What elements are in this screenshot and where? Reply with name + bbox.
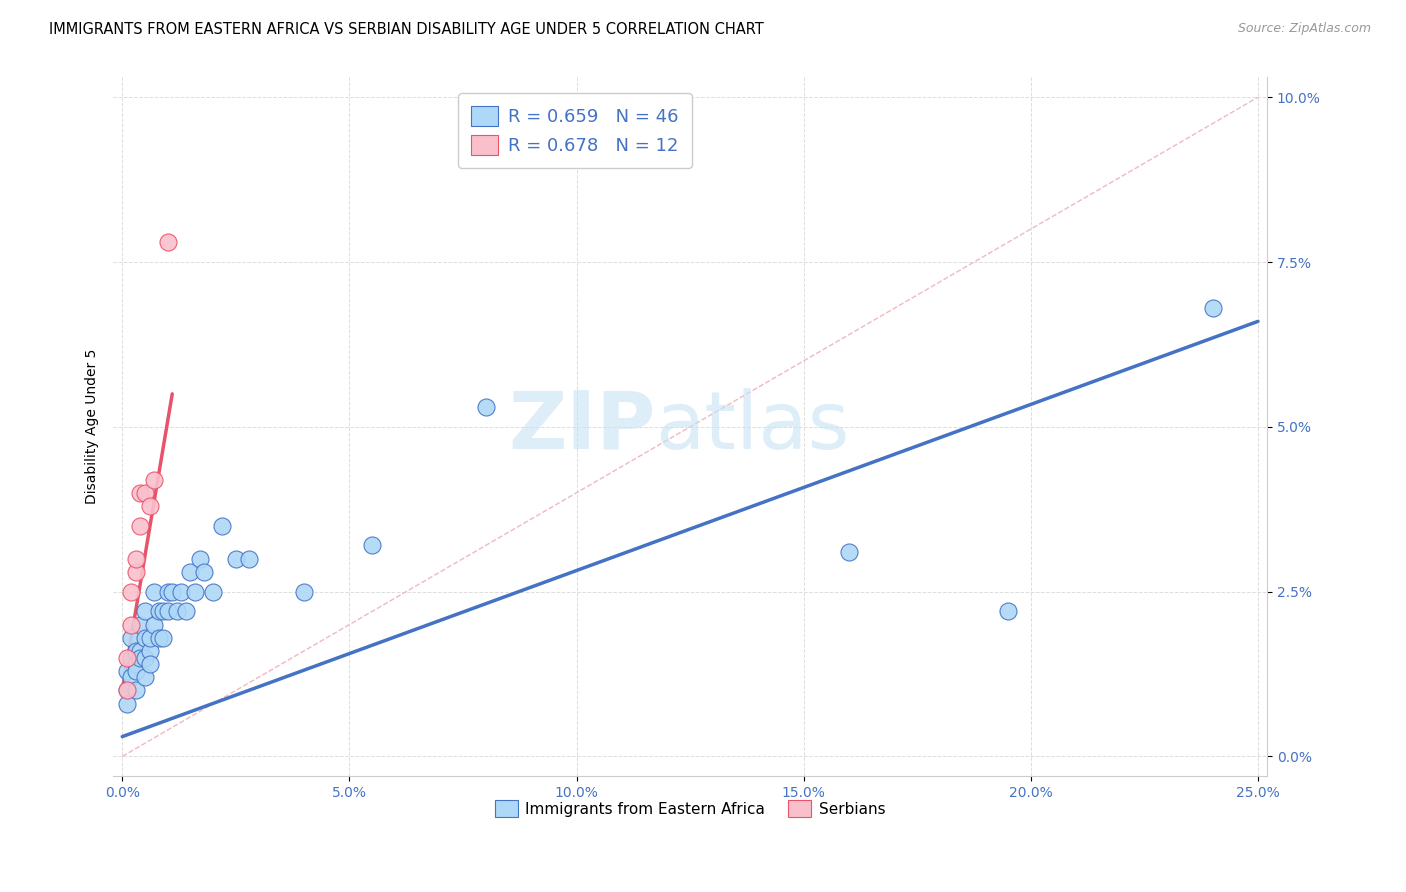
Point [156,235,179,250]
Point [143,617,166,632]
Point [170,584,193,599]
Point [129,518,152,533]
Point [120,631,142,645]
Point [211,518,233,533]
Point [125,644,148,658]
Point [138,657,160,672]
Point [115,697,138,711]
Point [143,473,166,487]
Point [225,551,247,566]
Point [138,499,160,513]
Point [125,664,148,678]
Point [166,604,188,618]
Point [115,683,138,698]
Point [1201,301,1223,315]
Point [125,565,148,579]
Legend: Immigrants from Eastern Africa, Serbians: Immigrants from Eastern Africa, Serbians [488,792,893,824]
Point [134,670,156,684]
Point [188,551,211,566]
Point [148,604,170,618]
Point [152,604,174,618]
Point [115,683,138,698]
Point [361,539,384,553]
Point [129,617,152,632]
Point [152,631,174,645]
Point [134,485,156,500]
Point [148,631,170,645]
Text: ZIP: ZIP [509,388,655,466]
Point [292,584,315,599]
Point [143,584,166,599]
Point [120,617,142,632]
Point [179,565,201,579]
Point [138,631,160,645]
Point [134,650,156,665]
Point [184,584,207,599]
Point [125,657,148,672]
Point [120,670,142,684]
Point [120,650,142,665]
Point [120,584,142,599]
Point [125,683,148,698]
Point [138,644,160,658]
Point [474,400,496,414]
Y-axis label: Disability Age Under 5: Disability Age Under 5 [86,349,100,505]
Point [115,650,138,665]
Point [193,565,215,579]
Point [129,485,152,500]
Point [115,664,138,678]
Point [156,584,179,599]
Point [134,604,156,618]
Point [129,644,152,658]
Text: Source: ZipAtlas.com: Source: ZipAtlas.com [1237,22,1371,36]
Point [174,604,197,618]
Point [129,650,152,665]
Point [134,631,156,645]
Point [156,604,179,618]
Point [162,584,184,599]
Text: IMMIGRANTS FROM EASTERN AFRICA VS SERBIAN DISABILITY AGE UNDER 5 CORRELATION CHA: IMMIGRANTS FROM EASTERN AFRICA VS SERBIA… [49,22,763,37]
Point [202,584,225,599]
Point [125,551,148,566]
Text: atlas: atlas [655,388,849,466]
Point [238,551,260,566]
Point [838,545,860,559]
Point [997,604,1019,618]
